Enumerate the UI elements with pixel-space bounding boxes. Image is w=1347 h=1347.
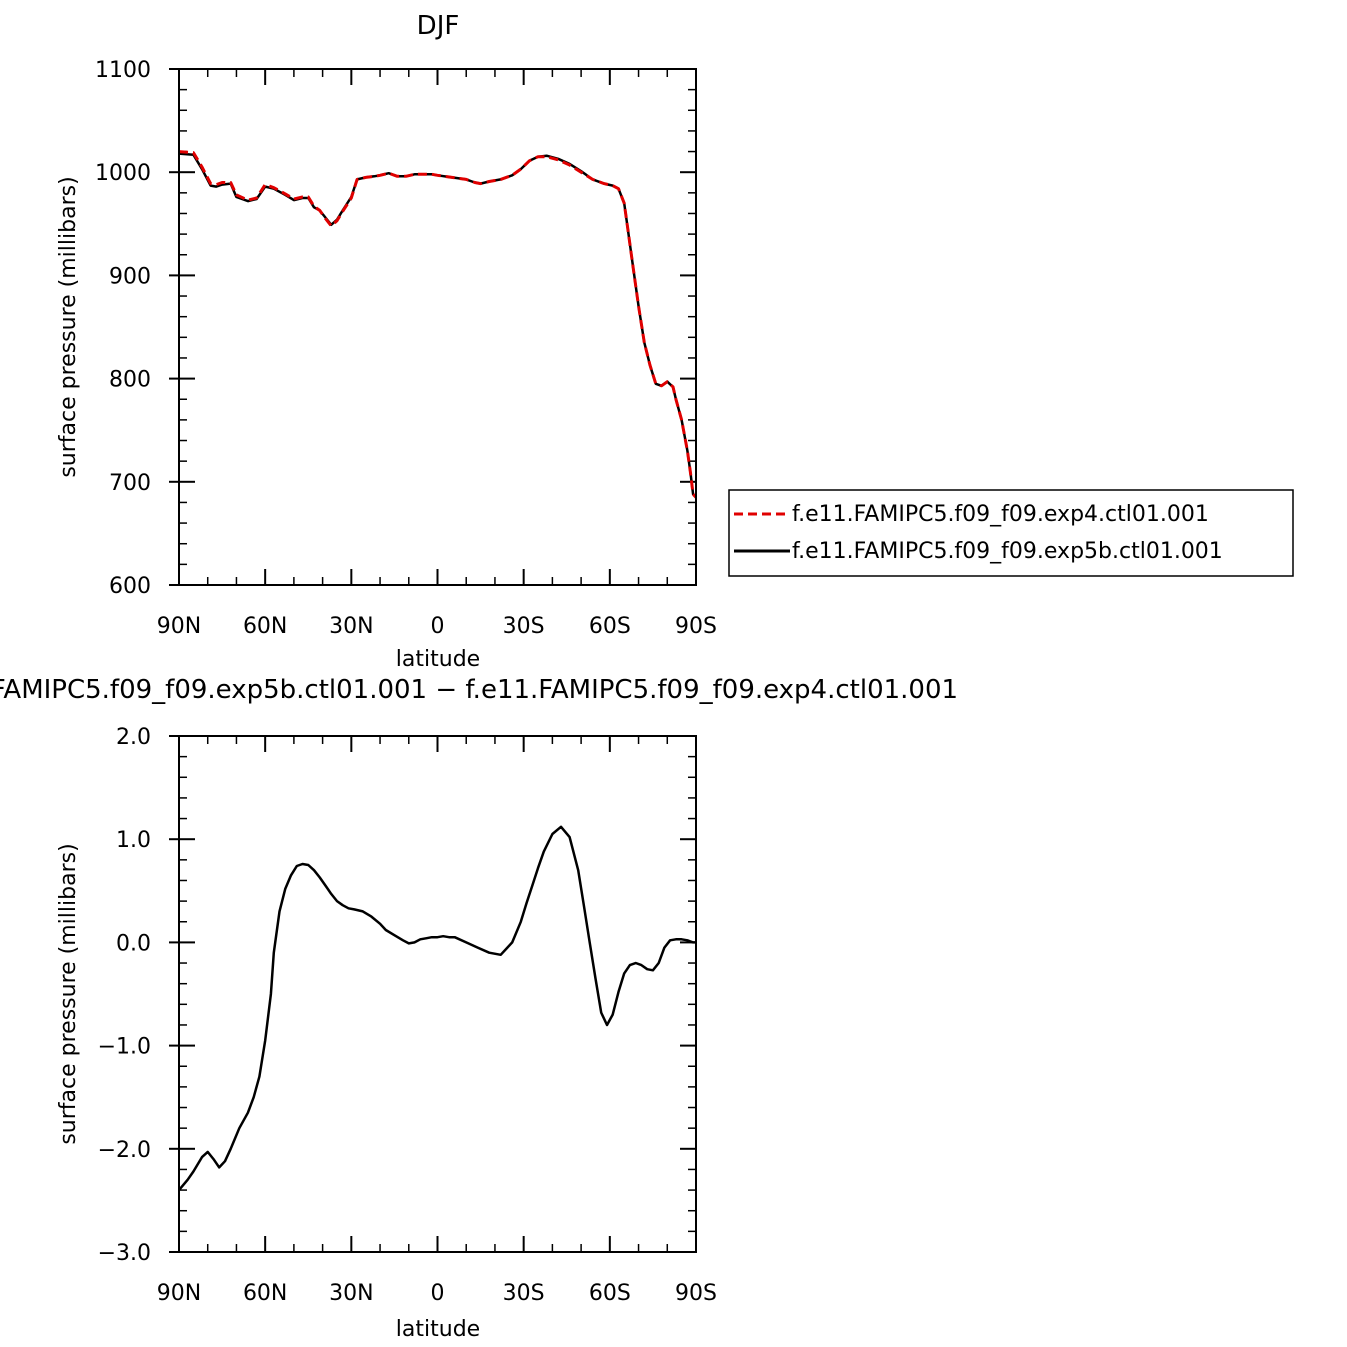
legend-box bbox=[728, 489, 1294, 577]
bottom-x-tick-label: 90N bbox=[157, 1281, 201, 1306]
bottom-y-tick-label: −3.0 bbox=[98, 1241, 151, 1266]
top-series-line-0 bbox=[178, 150, 698, 499]
top-x-tick-label: 60S bbox=[589, 614, 631, 639]
top-x-tick-label: 0 bbox=[431, 614, 445, 639]
legend: f.e11.FAMIPC5.f09_f09.exp4.ctl01.001 f.e… bbox=[728, 489, 1294, 577]
top-plot-frame bbox=[178, 68, 697, 586]
bottom-x-tick-label: 30S bbox=[503, 1281, 545, 1306]
bottom-y-tick-label: 1.0 bbox=[116, 828, 151, 853]
top-x-tick-label: 90S bbox=[675, 614, 717, 639]
legend-label-exp4: f.e11.FAMIPC5.f09_f09.exp4.ctl01.001 bbox=[792, 502, 1209, 527]
top-y-tick-label: 600 bbox=[109, 574, 151, 599]
top-x-tick-label: 60N bbox=[243, 614, 287, 639]
bottom-y-tick-label: −1.0 bbox=[98, 1035, 151, 1060]
legend-label-exp5b: f.e11.FAMIPC5.f09_f09.exp5b.ctl01.001 bbox=[792, 539, 1223, 564]
top-y-tick-label: 1000 bbox=[95, 161, 151, 186]
top-series-line-1 bbox=[178, 152, 697, 499]
top-y-tick-label: 1100 bbox=[95, 58, 151, 83]
bottom-x-tick-label: 30N bbox=[329, 1281, 373, 1306]
top-axes bbox=[169, 68, 697, 586]
top-x-tick-label: 30S bbox=[503, 614, 545, 639]
top-y-tick-label: 800 bbox=[109, 368, 151, 393]
bottom-x-tick-label: 60N bbox=[243, 1281, 287, 1306]
bottom-x-tick-label: 60S bbox=[589, 1281, 631, 1306]
top-y-tick-label: 700 bbox=[109, 471, 151, 496]
bottom-tick-labels: 90N 60N 30N 0 30S 60S 90S −3.0 −2.0 −1.0 0.0 1.0 2.0 bbox=[98, 725, 717, 1306]
top-y-axis-label: surface pressure (millibars) bbox=[56, 176, 81, 477]
top-x-axis-label: latitude bbox=[396, 647, 480, 672]
top-x-tick-label: 90N bbox=[157, 614, 201, 639]
bottom-series-line-0 bbox=[178, 825, 696, 1191]
bottom-y-tick-label: −2.0 bbox=[98, 1138, 151, 1163]
bottom-x-tick-label: 0 bbox=[431, 1281, 445, 1306]
bottom-y-tick-label: 0.0 bbox=[116, 931, 151, 956]
top-x-tick-label: 30N bbox=[329, 614, 373, 639]
top-y-tick-label: 900 bbox=[109, 264, 151, 289]
bottom-chart-title: f.e11.FAMIPC5.f09_f09.exp5b.ctl01.001 − … bbox=[0, 675, 958, 705]
bottom-series-layer bbox=[178, 825, 696, 1191]
bottom-plot-frame bbox=[178, 735, 697, 1253]
bottom-y-tick-label: 2.0 bbox=[116, 725, 151, 750]
top-chart-title: DJF bbox=[417, 11, 460, 41]
top-tick-labels: 90N 60N 30N 0 30S 60S 90S 600 700 800 900 1000 1100 bbox=[95, 58, 717, 639]
bottom-y-axis-label: surface pressure (millibars) bbox=[56, 843, 81, 1144]
bottom-panel: f.e11.FAMIPC5.f09_f09.exp5b.ctl01.001 − … bbox=[0, 675, 958, 1342]
bottom-x-tick-label: 90S bbox=[675, 1281, 717, 1306]
bottom-x-axis-label: latitude bbox=[396, 1317, 480, 1342]
top-series-layer bbox=[178, 150, 698, 499]
top-panel: DJF latitude surface pressure (millibars… bbox=[56, 11, 717, 672]
